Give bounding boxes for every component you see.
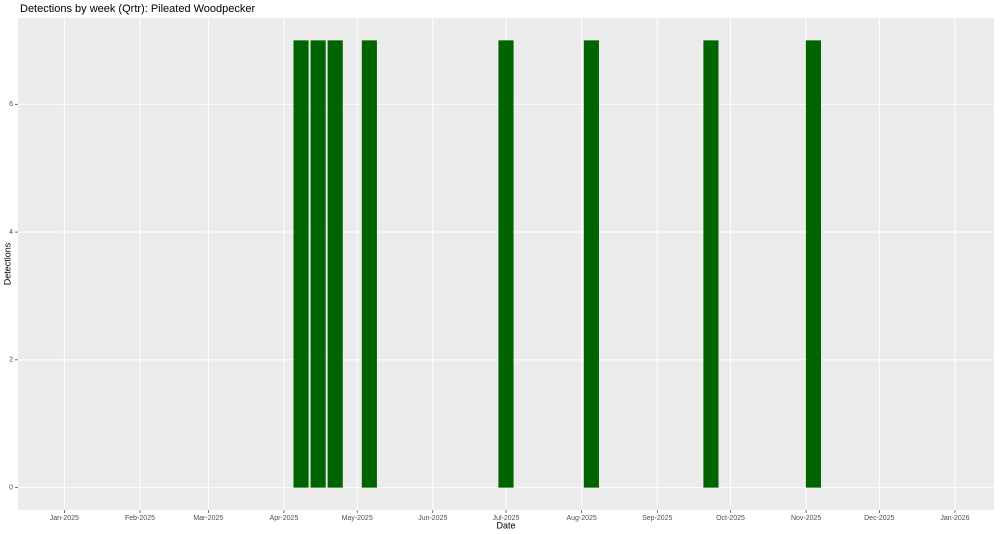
bar [583,40,599,488]
x-axis-title: Date [496,520,515,530]
x-tick-label: Jul-2025 [493,515,520,522]
x-tick-label: Jun-2025 [418,515,447,522]
x-tick-label: Feb-2025 [125,515,155,522]
x-tick-label: Aug-2025 [566,515,596,522]
x-tick-label: Jan-2026 [940,515,969,522]
bar [703,40,719,488]
y-tick-label: 6 [9,101,13,108]
y-axis-title: Detections [2,242,12,285]
x-tick-label: Sep-2025 [642,515,672,522]
x-tick-label: Oct-2025 [716,515,745,522]
x-tick-label: Jan-2025 [50,515,79,522]
chart-title: Detections by week (Qrtr): Pileated Wood… [20,3,256,15]
y-tick-label: 4 [9,229,13,236]
x-tick-label: Apr-2025 [270,515,299,522]
y-tick-label: 2 [9,357,13,364]
x-tick-label: Dec-2025 [864,515,894,522]
x-tick-label: Mar-2025 [193,515,223,522]
y-tick-label: 0 [9,484,13,491]
bar [327,40,343,488]
x-tick-label: May-2025 [342,515,373,522]
bar [805,40,822,488]
bar [498,40,514,488]
bar [293,40,309,488]
bar [310,40,326,488]
x-tick-label: Nov-2025 [791,515,821,522]
bar [361,40,377,488]
